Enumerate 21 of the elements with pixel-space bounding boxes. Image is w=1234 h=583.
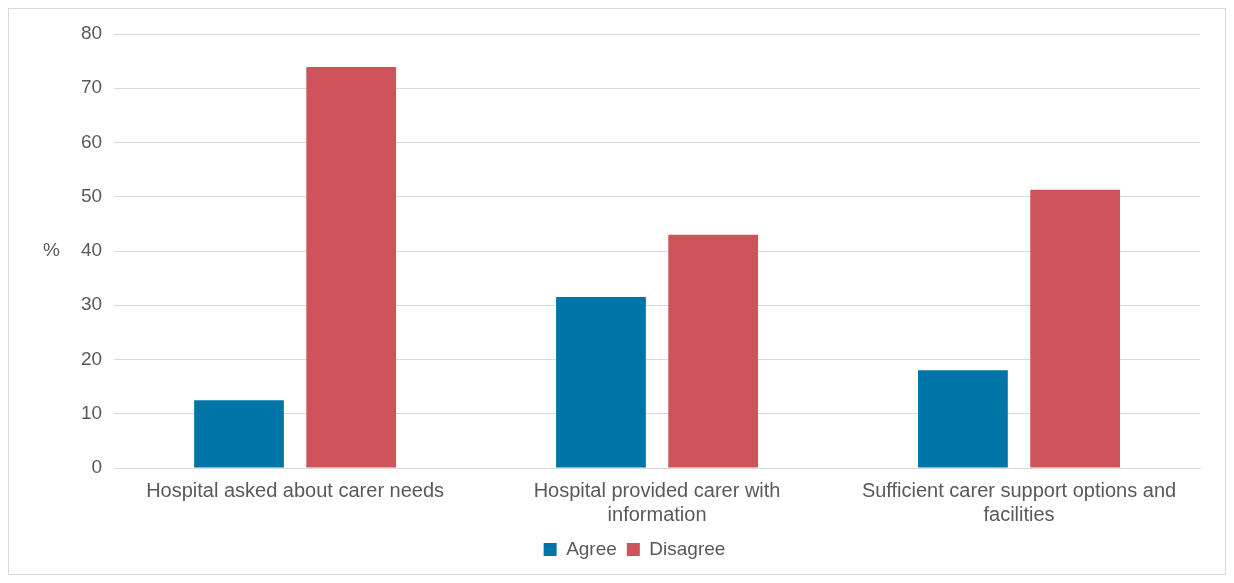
- bar: [306, 67, 397, 468]
- y-tick-label: 10: [80, 401, 103, 423]
- bar: [918, 370, 1008, 468]
- y-tick-label: 80: [80, 22, 103, 44]
- x-tick-label: Hospital provided carer with information: [533, 478, 781, 525]
- x-tick-label: Sufficient carer support options and facilities: [861, 478, 1177, 525]
- y-tick-label: 40: [80, 239, 103, 261]
- bar: [194, 400, 284, 468]
- x-tick-label: Hospital asked about carer needs: [146, 478, 445, 501]
- y-tick-label: 50: [80, 184, 103, 206]
- legend-label: Disagree: [649, 537, 726, 559]
- legend-label: Agree: [566, 537, 617, 559]
- y-tick-label: 60: [80, 130, 103, 152]
- y-axis-title: %: [43, 239, 60, 261]
- y-tick-label: 70: [80, 76, 103, 98]
- y-tick-label: 0: [91, 456, 103, 478]
- y-tick-label: 30: [80, 293, 103, 315]
- y-tick-label: 20: [80, 347, 103, 369]
- bar: [1030, 189, 1121, 468]
- bar: [668, 234, 759, 468]
- bar: [556, 297, 646, 468]
